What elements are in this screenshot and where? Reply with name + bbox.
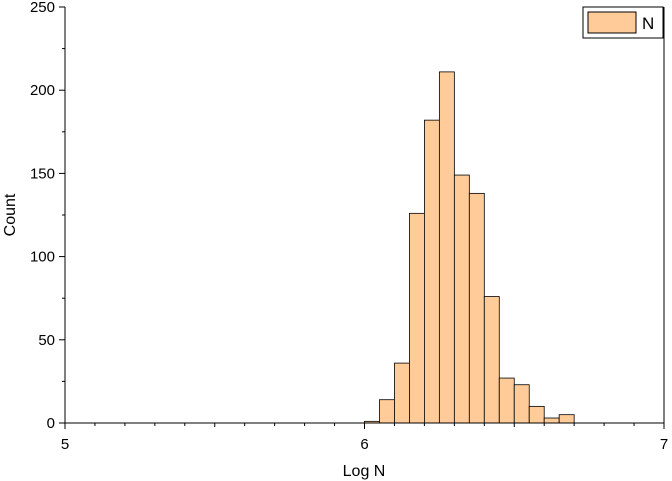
- legend-label: N: [642, 14, 654, 33]
- histogram-bar-8: [483, 296, 500, 424]
- y-tick-label-2: 100: [30, 249, 55, 266]
- x-tick-label-0: 5: [61, 436, 69, 453]
- x-axis-title: Log N: [343, 463, 386, 480]
- legend-swatch: [587, 11, 637, 34]
- y-tick-label-3: 150: [30, 165, 55, 182]
- histogram-bar-1: [379, 399, 395, 424]
- tick-marks: [59, 6, 665, 429]
- histogram-bar-9: [498, 377, 515, 424]
- histogram-bar-13: [558, 414, 575, 424]
- axes: [64, 7, 665, 424]
- histogram-bar-7: [468, 192, 485, 424]
- histogram-bar-5: [438, 71, 455, 424]
- x-tick-label-2: 7: [660, 436, 668, 453]
- histogram-bars: [364, 71, 575, 424]
- legend: N: [582, 6, 664, 39]
- tick-labels: 0 50 100 150 200 250 5 6 7: [30, 0, 668, 453]
- histogram-bar-3: [409, 212, 425, 424]
- y-tick-label-5: 250: [30, 0, 55, 16]
- histogram-bar-6: [453, 174, 470, 424]
- x-tick-label-1: 6: [360, 436, 368, 453]
- histogram-bar-11: [528, 405, 545, 424]
- histogram-bar-2: [394, 362, 410, 424]
- histogram-bar-10: [513, 384, 530, 424]
- y-tick-label-0: 0: [47, 415, 55, 432]
- y-tick-label-1: 50: [38, 332, 55, 349]
- y-axis-title: Count: [2, 193, 19, 236]
- histogram-bar-12: [543, 417, 560, 424]
- y-tick-label-4: 200: [30, 82, 55, 99]
- histogram-bar-4: [423, 119, 440, 424]
